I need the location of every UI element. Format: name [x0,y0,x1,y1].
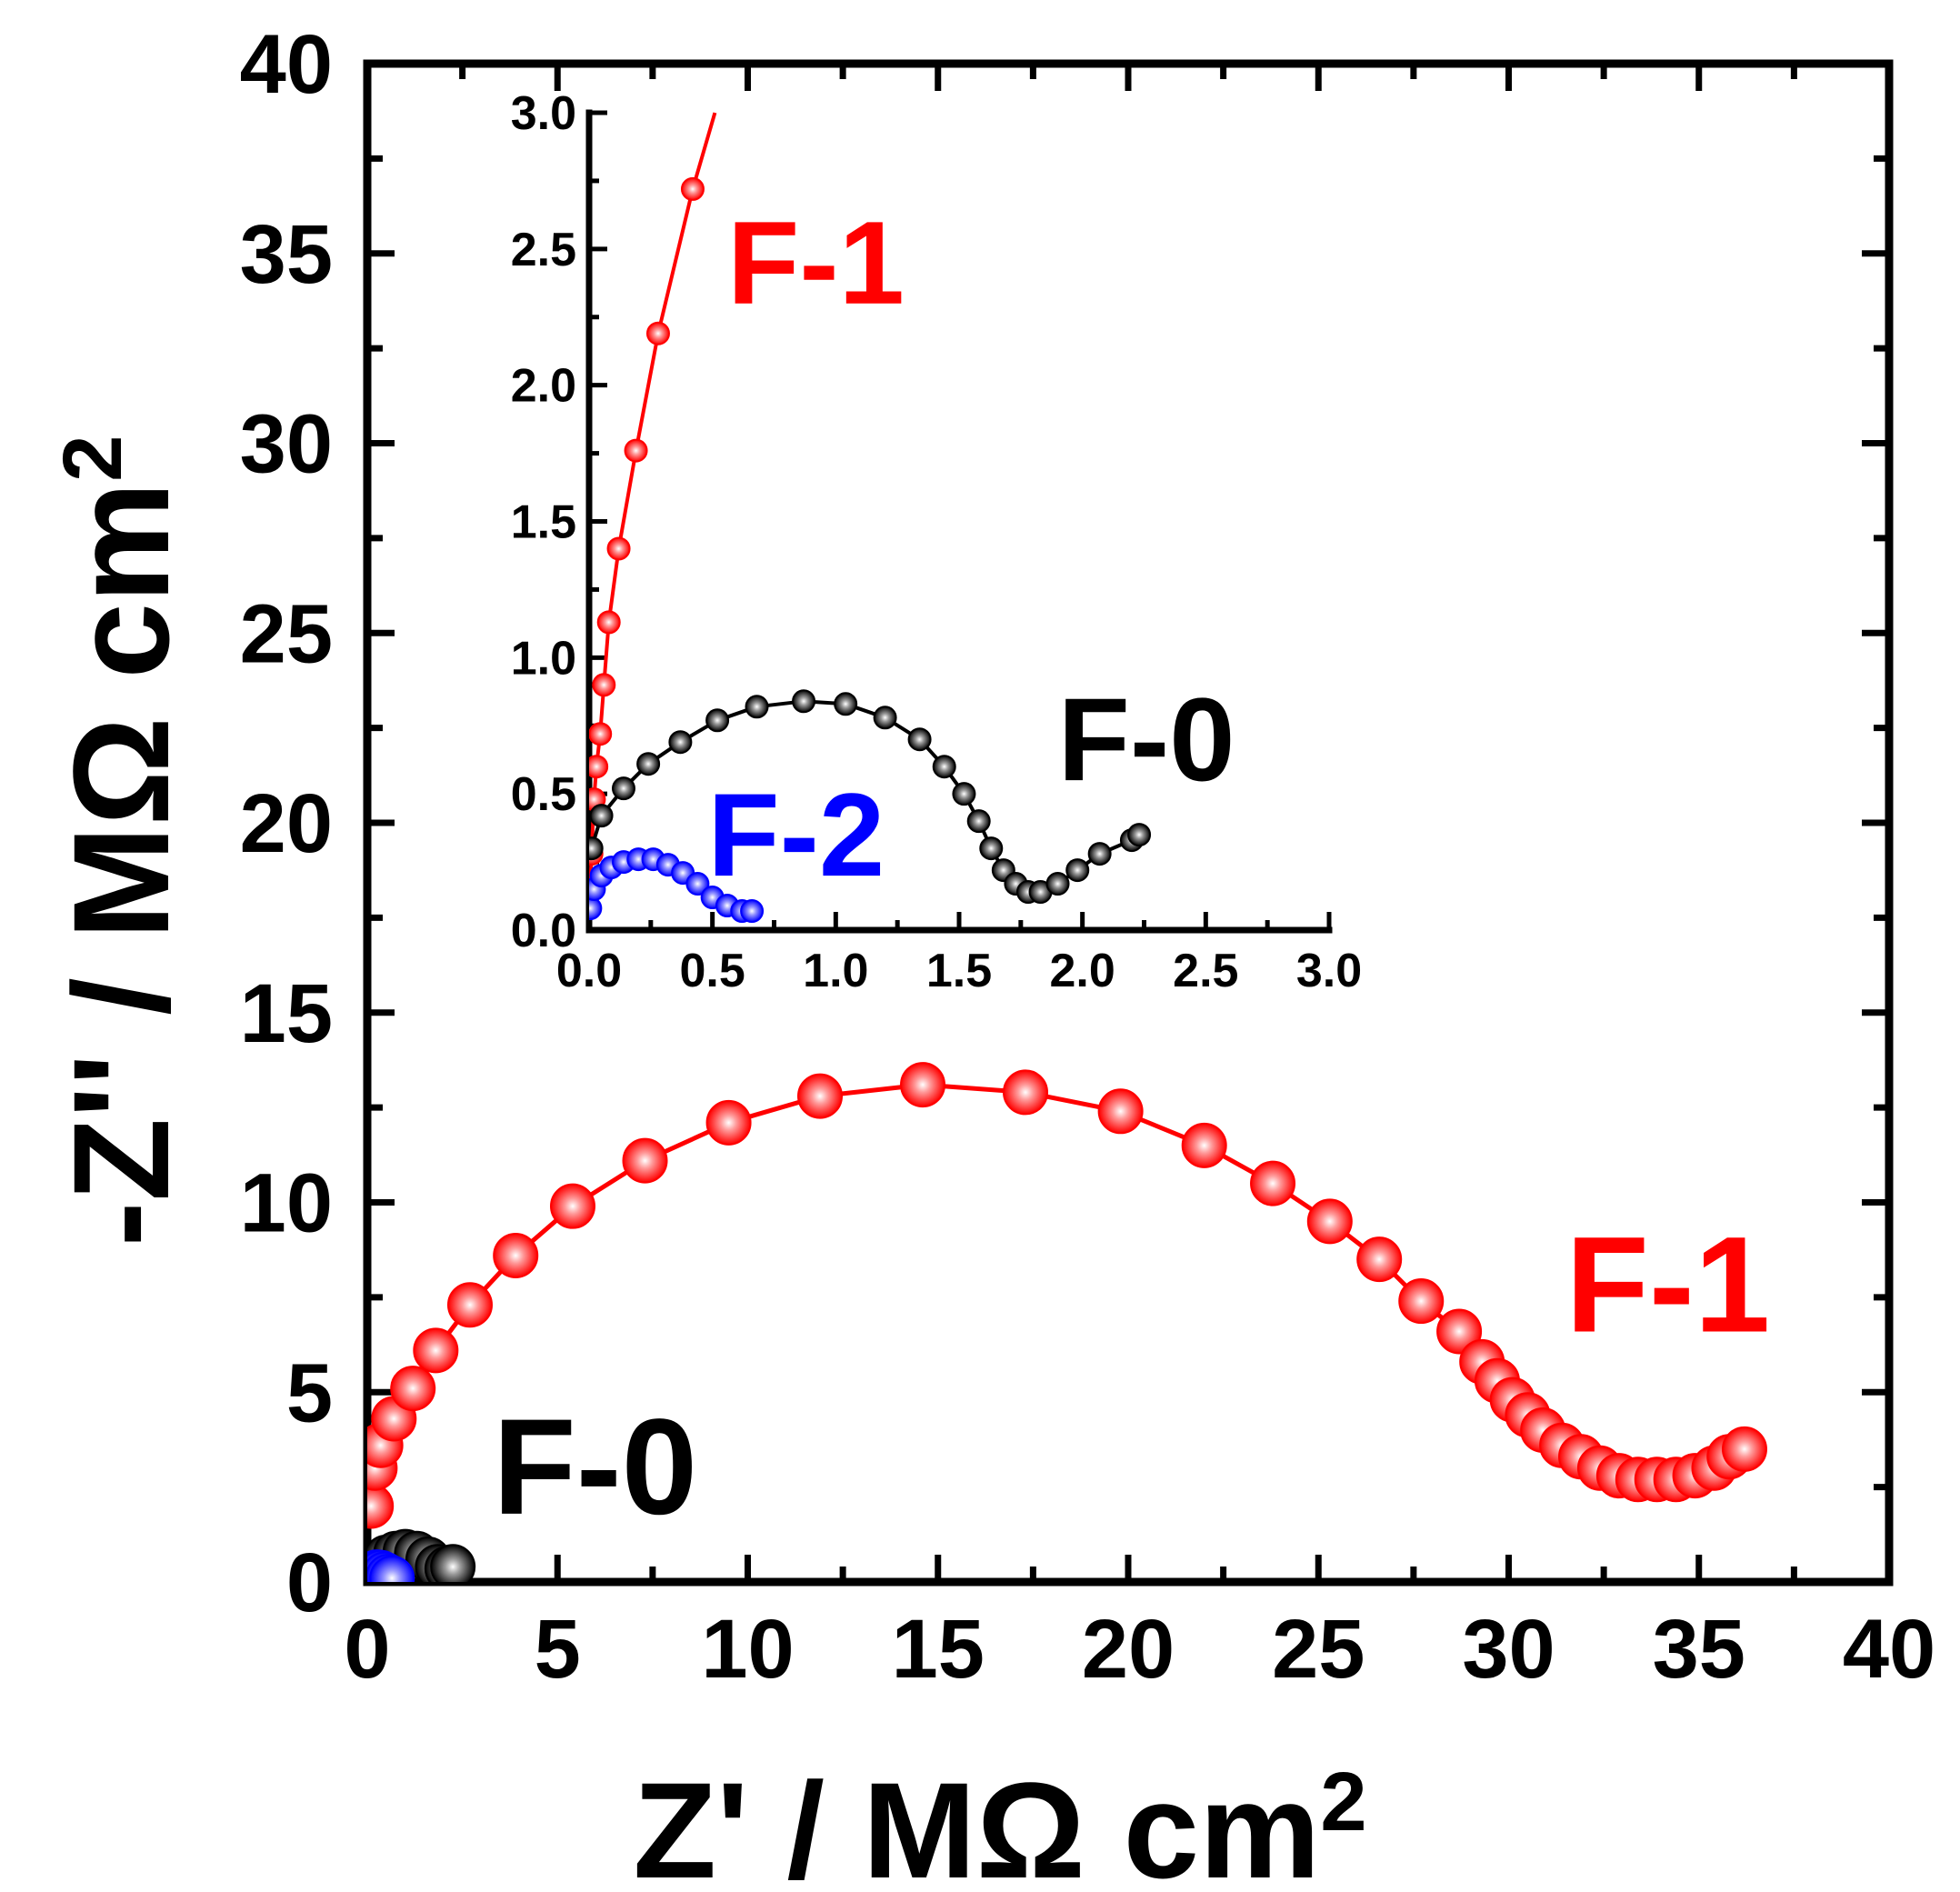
inset-x-tick-label: 0.5 [680,945,745,997]
inset-label-f-1: F-1 [727,196,905,329]
main-series-f-1-point [1436,1308,1483,1355]
inset-series-f-0-point [792,689,816,714]
inset-x-tick-label: 1.5 [926,945,992,997]
inset-series-f-0-point [705,708,730,733]
main-series-f-1-point [900,1062,946,1108]
inset-y-tick-label: 0.5 [511,768,576,821]
main-series-f-1-point [493,1232,539,1278]
main-series-f-1-point [390,1366,436,1412]
inset-series-f-0-point [611,776,635,801]
y-axis-title-superscript: 2 [46,435,139,482]
main-x-tick-label: 15 [892,1603,985,1696]
main-x-tick-label: 30 [1462,1603,1555,1696]
main-y-tick-label: 35 [240,208,333,301]
main-series-f-1-point [367,1483,395,1529]
main-series-f-1-point [446,1282,493,1328]
inset-series-f-1-point [624,438,648,463]
inset-series-f-1-point [589,722,613,746]
inset-x-tick-label: 2.0 [1050,945,1115,997]
inset-y-tick-label: 1.0 [511,632,576,685]
inset-series-f-0-point [966,809,991,834]
main-label-f-1: F-1 [1565,1207,1770,1360]
inset-series-f-1-point [592,673,616,697]
inset-series-f-0-point [745,695,769,719]
inset-series-f-2-point [685,872,710,896]
inset-label-f-0: F-0 [1058,673,1235,806]
inset-series-f-1-point [596,610,621,635]
x-axis-title: Z' / MΩ cm2 [633,1754,1366,1892]
inset-series-f-0-point [834,692,858,716]
main-series-f-1-point [1250,1160,1296,1206]
inset-data-layer [589,112,1152,924]
inset-series-f-1-point [589,755,609,779]
inset-series-f-0-point [873,706,897,730]
main-series-f-1-point [797,1073,844,1119]
inset-series-f-2-point [589,896,603,921]
main-series-f-0-point [430,1544,476,1582]
main-series-f-1-point [1356,1236,1403,1283]
inset-y-tick-label: 0.0 [511,905,576,957]
main-x-tick-label: 5 [535,1603,581,1696]
inset-series-f-0-point [589,836,604,861]
inset-x-tick-label: 2.5 [1173,945,1238,997]
inset-x-tick-label: 1.0 [803,945,868,997]
inset-series-f-1-point [680,176,705,201]
main-y-tick-label: 25 [240,587,333,680]
main-x-tick-label: 40 [1843,1603,1935,1696]
y-axis-title: -Z'' / MΩ cm2 [45,435,197,1247]
inset-y-tick-label: 2.0 [511,360,576,413]
main-label-f-0: F-0 [493,1390,697,1543]
x-axis-title-superscript: 2 [1320,1756,1366,1848]
main-series-f-1-point [1003,1069,1049,1116]
inset-y-tick-label: 2.5 [511,224,576,276]
inset-series-f-0-point [932,755,956,779]
inset-series-f-2-point [740,899,765,924]
main-series-f-1-point [1398,1278,1445,1325]
inset-nyquist-plot: 0.0 0.5 1.0 1.5 2.0 2.5 3.0 0.0 0.5 1.0 1.5 2.0 2.5 3… [511,87,1362,997]
main-y-tick-label: 40 [240,18,333,111]
main-series-f-1-point [549,1183,595,1229]
inset-series-f-0-point [1065,858,1090,883]
main-series-f-1-point [1721,1426,1767,1472]
main-y-tick-label: 10 [240,1157,333,1250]
main-y-tick-label: 5 [286,1346,333,1439]
inset-series-f-0-point [1045,872,1070,896]
inset-series-f-0-point [668,730,693,755]
inset-y-tick-label: 1.5 [511,496,576,549]
main-series-f-1-point [1181,1122,1227,1168]
inset-series-f-1-point [645,321,670,345]
main-series-f-1-point [705,1099,752,1146]
inset-y-tick-label: 3.0 [511,87,576,140]
inset-series-f-0-point [1087,842,1112,866]
main-series-f-1-point [1306,1198,1353,1245]
main-series-f-1-point [1097,1088,1144,1135]
main-x-tick-label: 10 [701,1603,794,1696]
main-x-tick-label: 35 [1653,1603,1745,1696]
inset-series-f-0-point [636,752,661,776]
main-y-tick-label: 15 [240,967,333,1060]
inset-series-f-0-point [979,836,1004,861]
main-x-tick-label: 0 [344,1603,390,1696]
main-nyquist-plot: 0 5 10 15 20 25 30 35 40 0 5 10 15 20 25 30 35 40 F-0 F-1 [240,18,1936,1696]
inset-series-f-1-point [606,536,631,561]
inset-series-f-0-point [589,804,614,828]
main-y-tick-label: 0 [286,1537,333,1629]
main-data-layer [367,1062,1767,1582]
inset-x-tick-label: 0.0 [556,945,622,997]
inset-x-tick-label: 3.0 [1296,945,1362,997]
main-x-tick-label: 25 [1272,1603,1365,1696]
inset-series-f-0-point [907,727,932,752]
inset-label-f-2: F-2 [707,768,885,901]
main-series-f-1-point [413,1327,459,1374]
main-series-f-2-point [369,1555,415,1582]
main-series-f-1-point [622,1137,668,1184]
inset-series-f-0-point [952,782,976,806]
main-y-tick-label: 30 [240,398,333,491]
main-x-tick-label: 20 [1082,1603,1175,1696]
main-y-tick-label: 20 [240,777,333,870]
inset-series-f-0-point [1127,823,1152,847]
